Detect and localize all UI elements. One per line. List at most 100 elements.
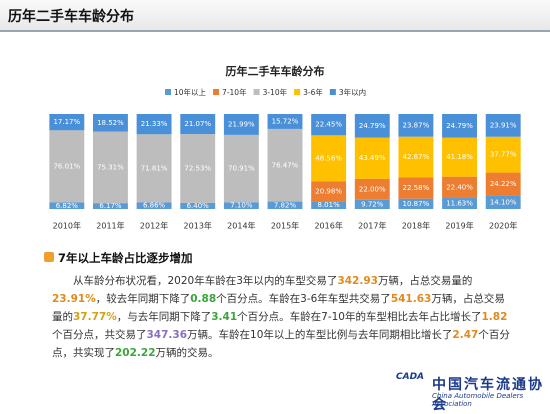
- legend-label: 7-10年: [222, 87, 247, 97]
- bar-segment: [267, 201, 303, 209]
- data-label: 24.79%: [446, 122, 473, 130]
- data-label: 76.47%: [272, 161, 299, 169]
- legend-swatch: [213, 89, 220, 95]
- bar-segment: [354, 178, 390, 200]
- bar-segment: [311, 181, 347, 202]
- bar-segment: [223, 134, 259, 203]
- bar-segment: [136, 202, 172, 209]
- data-label: 21.07%: [184, 120, 211, 128]
- data-label: 6.17%: [99, 202, 122, 210]
- highlight-text: 202.22: [115, 347, 156, 359]
- section-icon: [44, 252, 54, 262]
- section-title: 7年以上车龄占比逐步增加: [58, 251, 193, 265]
- bar-segment: [485, 195, 521, 209]
- x-tick-label: 2015年: [271, 221, 299, 231]
- x-tick-label: 2011年: [96, 221, 124, 231]
- legend-swatch: [294, 89, 301, 95]
- bar-segment: [136, 114, 172, 135]
- data-label: 41.18%: [446, 153, 473, 161]
- bar-segment: [93, 114, 128, 132]
- highlight-text: 1.82: [481, 311, 508, 323]
- highlight-text: 37.77%: [73, 311, 117, 323]
- x-tick-label: 2010年: [53, 221, 81, 231]
- x-tick-label: 2014年: [227, 221, 255, 231]
- data-label: 70.91%: [228, 165, 255, 173]
- data-label: 6.82%: [56, 202, 79, 210]
- data-label: 15.72%: [272, 117, 299, 125]
- data-label: 48.56%: [315, 154, 342, 162]
- data-label: 23.91%: [490, 121, 517, 129]
- bar-segment: [49, 114, 85, 131]
- bar-segment: [311, 201, 347, 209]
- text: 个百分点，共交易了: [52, 329, 147, 341]
- data-label: 11.63%: [446, 199, 473, 207]
- x-tick-label: 2012年: [140, 221, 168, 231]
- legend-label: 3年以内: [339, 87, 366, 97]
- bar-segment: [180, 134, 216, 203]
- bar-segment: [398, 177, 434, 199]
- data-label: 24.79%: [359, 122, 386, 130]
- data-label: 23.87%: [403, 121, 430, 129]
- logo-mark: CADA: [396, 372, 425, 382]
- bar-segment: [398, 114, 434, 137]
- data-label: 22.58%: [403, 184, 430, 192]
- bar-segment: [442, 176, 477, 198]
- highlight-text: 2.47: [452, 329, 479, 341]
- legend-swatch: [253, 89, 260, 95]
- data-label: 75.31%: [97, 163, 124, 171]
- data-label: 8.01%: [318, 201, 341, 209]
- data-label: 21.99%: [228, 120, 255, 128]
- legend-label: 3-10年: [263, 87, 288, 97]
- data-label: 7.82%: [274, 201, 297, 209]
- bar-segment: [485, 172, 521, 196]
- data-label: 6.40%: [187, 202, 210, 210]
- bar-segment: [223, 202, 259, 209]
- bar-segment: [442, 114, 477, 138]
- text: 从车龄分布状况看，2020年车龄在3年以内的车型交易了: [73, 275, 338, 287]
- data-label: 7.10%: [230, 202, 253, 210]
- x-tick-label: 2020年: [489, 221, 517, 231]
- data-label: 42.67%: [403, 153, 430, 161]
- bar-segment: [267, 114, 303, 129]
- x-tick-label: 2019年: [445, 221, 473, 231]
- bar-segment: [354, 137, 390, 179]
- legend-swatch: [329, 89, 336, 95]
- bar-segment: [354, 114, 390, 138]
- data-label: 72.53%: [184, 164, 211, 172]
- logo-english: China Automobile Dealers Association: [432, 392, 524, 408]
- bar-segment: [49, 202, 85, 209]
- highlight-text: 0.88: [190, 293, 217, 305]
- data-label: 17.17%: [53, 118, 80, 126]
- data-label: 37.77%: [490, 151, 517, 159]
- data-label: 9.72%: [361, 200, 384, 208]
- header-title: 历年二手车车龄分布: [8, 9, 134, 25]
- header-bar: 历年二手车车龄分布: [0, 0, 550, 32]
- highlight-text: 347.36: [146, 329, 188, 341]
- highlight-text: 3.41: [211, 311, 238, 323]
- x-tick-label: 2016年: [314, 221, 342, 231]
- text: ，较去年同期下降了: [95, 293, 191, 305]
- bar-segment: [311, 114, 347, 136]
- highlight-text: 342.93: [337, 275, 378, 287]
- data-label: 71.81%: [141, 164, 168, 172]
- data-label: 20.98%: [315, 187, 342, 195]
- bar-segment: [442, 137, 477, 177]
- data-label: 18.52%: [97, 119, 124, 127]
- data-label: 24.22%: [490, 180, 517, 188]
- bar-segment: [485, 136, 521, 173]
- legend-label: 3-6年: [303, 87, 323, 97]
- bar-segment: [136, 134, 172, 203]
- data-label: 10.87%: [403, 200, 430, 208]
- legend-label: 10年以上: [174, 87, 207, 97]
- data-label: 21.33%: [141, 120, 168, 128]
- legend-swatch: [165, 89, 171, 95]
- chart-title: 历年二手车车龄分布: [226, 64, 325, 78]
- bar-segment: [267, 128, 303, 202]
- data-label: 22.45%: [315, 121, 342, 129]
- bar-segment: [398, 136, 434, 178]
- highlight-text: 541.63: [390, 293, 432, 305]
- text: 个百分点。车龄在3-6年车型共交易了: [216, 293, 391, 305]
- text: 个百分点。车龄在7-10年的车型相比去年占比增长了: [237, 311, 482, 323]
- data-label: 6.86%: [143, 202, 166, 210]
